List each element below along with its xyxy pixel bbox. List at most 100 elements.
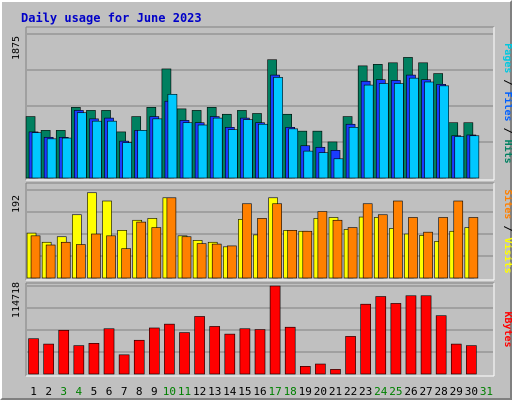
bar-pages-day-26: Pages 26: 1300 bbox=[409, 77, 419, 179]
bar-pages-day-18: Pages 18: 640 bbox=[288, 128, 298, 179]
y-tick-label: 114718 bbox=[11, 282, 22, 318]
bar-sites-day-12: Sites 12: 75 bbox=[196, 243, 207, 279]
x-tick-label-day-9: 9 bbox=[151, 385, 158, 398]
bar-pages-day-29: Pages 29: 540 bbox=[454, 136, 465, 179]
y-tick-label: 192 bbox=[11, 195, 22, 213]
bar-kbytes-day-3: KBytes 3: 57000 bbox=[58, 329, 70, 375]
bar-kbytes-day-21: KBytes 21: 6000 bbox=[330, 369, 341, 375]
legend-visits: Visits bbox=[502, 238, 512, 274]
bar-sites-day-29: Sites 29: 168 bbox=[453, 200, 464, 279]
legend-hits: Hits bbox=[502, 140, 512, 164]
legend-pages: Pages bbox=[502, 43, 512, 73]
legend-: / bbox=[502, 219, 512, 237]
bar-kbytes-day-22: KBytes 22: 49000 bbox=[345, 336, 356, 375]
bar-pages-day-5: Pages 5: 740 bbox=[92, 120, 102, 179]
bar-pages-day-11: Pages 11: 720 bbox=[182, 122, 193, 179]
x-tick-label-day-16: 16 bbox=[253, 385, 266, 398]
bar-sites-day-27: Sites 27: 100 bbox=[423, 231, 433, 279]
bar-pages-day-6: Pages 6: 740 bbox=[107, 120, 117, 179]
bar-sites-day-20: Sites 20: 145 bbox=[317, 211, 328, 279]
bar-pages-day-1: Pages 1: 590 bbox=[31, 132, 42, 179]
legend-: / bbox=[502, 122, 512, 140]
legend-sites: Sites bbox=[502, 189, 512, 219]
x-tick-label-day-30: 30 bbox=[465, 385, 478, 398]
x-tick-label-day-22: 22 bbox=[344, 385, 357, 398]
bar-sites-day-6: Sites 6: 92 bbox=[106, 235, 116, 279]
bar-pages-day-30: Pages 30: 550 bbox=[469, 135, 480, 179]
bar-pages-day-22: Pages 22: 660 bbox=[348, 127, 359, 179]
bar-sites-day-13: Sites 13: 74 bbox=[211, 243, 222, 279]
x-tick-label-day-3: 3 bbox=[60, 385, 67, 398]
x-tick-label-day-31: 31 bbox=[480, 385, 493, 398]
bar-pages-day-24: Pages 24: 1230 bbox=[378, 83, 389, 179]
panel-kbytes: 114718 KBytes KBytes 1: 46000 KBytes 2: 390… bbox=[11, 282, 512, 377]
legend-label: Pages / Files / Hits bbox=[502, 43, 512, 163]
x-tick-label-day-14: 14 bbox=[223, 385, 237, 398]
bar-pages-day-17: Pages 17: 1310 bbox=[273, 77, 283, 179]
bar-sites-day-17: Sites 17: 162 bbox=[272, 203, 282, 279]
bar-kbytes-day-12: KBytes 12: 75000 bbox=[194, 316, 205, 375]
bar-kbytes-day-26: KBytes 26: 102000 bbox=[405, 295, 417, 375]
bar-pages-day-7: Pages 7: 460 bbox=[122, 142, 132, 179]
bar-sites-day-11: Sites 11: 90 bbox=[181, 236, 192, 279]
y-tick-label: 1875 bbox=[11, 36, 22, 60]
bar-pages-day-4: Pages 4: 850 bbox=[77, 112, 87, 179]
bar-sites-day-19: Sites 19: 102 bbox=[302, 230, 313, 279]
bar-pages-day-19: Pages 19: 350 bbox=[303, 150, 314, 179]
x-tick-label-day-27: 27 bbox=[419, 385, 432, 398]
x-tick-label-day-13: 13 bbox=[208, 385, 221, 398]
x-tick-label-day-2: 2 bbox=[45, 385, 52, 398]
bar-kbytes-day-29: KBytes 29: 39000 bbox=[450, 343, 462, 375]
x-tick-label-day-6: 6 bbox=[106, 385, 113, 398]
x-tick-label-day-29: 29 bbox=[450, 385, 463, 398]
bar-kbytes-day-24: KBytes 24: 101000 bbox=[375, 296, 387, 375]
bar-pages-day-16: Pages 16: 700 bbox=[258, 123, 268, 179]
bar-pages-day-9: Pages 9: 770 bbox=[152, 118, 163, 179]
x-tick-label-day-8: 8 bbox=[136, 385, 143, 398]
bar-sites-day-30: Sites 30: 132 bbox=[468, 217, 479, 279]
bar-pages-day-28: Pages 28: 1200 bbox=[439, 85, 449, 179]
legend-: / bbox=[502, 73, 512, 91]
bar-sites-day-18: Sites 18: 104 bbox=[287, 230, 297, 279]
x-tick-label-day-5: 5 bbox=[91, 385, 98, 398]
bar-pages-day-25: Pages 25: 1230 bbox=[394, 83, 404, 179]
legend-label: Sites / Visits bbox=[502, 189, 512, 273]
bar-kbytes-day-9: KBytes 9: 60000 bbox=[149, 327, 160, 375]
bar-pages-day-14: Pages 14: 630 bbox=[228, 129, 238, 179]
bar-sites-day-16: Sites 16: 130 bbox=[257, 218, 267, 279]
x-tick-label-day-4: 4 bbox=[76, 385, 83, 398]
bar-kbytes-day-14: KBytes 14: 52000 bbox=[224, 333, 236, 375]
x-tick-label-day-28: 28 bbox=[435, 385, 448, 398]
bar-pages-day-3: Pages 3: 520 bbox=[61, 137, 72, 179]
x-tick-label-day-18: 18 bbox=[284, 385, 297, 398]
legend-files: Files bbox=[502, 91, 512, 121]
bar-sites-day-14: Sites 14: 70 bbox=[227, 245, 237, 279]
x-tick-label-day-25: 25 bbox=[389, 385, 402, 398]
bar-pages-day-13: Pages 13: 780 bbox=[212, 117, 223, 179]
x-tick-label-day-23: 23 bbox=[359, 385, 372, 398]
bar-kbytes-day-1: KBytes 1: 46000 bbox=[28, 338, 39, 375]
bar-kbytes-day-17: KBytes 17: 114718 bbox=[269, 285, 281, 375]
bar-sites-day-9: Sites 9: 110 bbox=[151, 227, 162, 279]
bar-pages-day-12: Pages 12: 690 bbox=[197, 124, 208, 179]
bar-pages-day-27: Pages 27: 1250 bbox=[424, 81, 434, 179]
bar-sites-day-24: Sites 24: 138 bbox=[377, 214, 388, 279]
bar-pages-day-10: Pages 10: 1090 bbox=[167, 93, 178, 179]
bar-kbytes-day-20: KBytes 20: 13000 bbox=[315, 363, 326, 375]
bar-sites-day-4: Sites 4: 73 bbox=[76, 244, 86, 279]
bar-pages-day-20: Pages 20: 330 bbox=[318, 152, 329, 179]
bar-kbytes-day-16: KBytes 16: 58000 bbox=[254, 329, 266, 375]
bar-kbytes-day-5: KBytes 5: 40000 bbox=[88, 343, 100, 375]
x-tick-label-day-7: 7 bbox=[121, 385, 128, 398]
bar-kbytes-day-25: KBytes 25: 92000 bbox=[390, 303, 402, 375]
legend-kbytes: KBytes bbox=[502, 311, 512, 347]
x-tick-label-day-20: 20 bbox=[314, 385, 327, 398]
legend-label: KBytes bbox=[502, 311, 512, 347]
bar-sites-day-21: Sites 21: 126 bbox=[332, 219, 343, 279]
bar-kbytes-day-28: KBytes 28: 76000 bbox=[435, 315, 447, 375]
bar-pages-day-8: Pages 8: 620 bbox=[137, 130, 148, 179]
x-tick-label-day-11: 11 bbox=[178, 385, 191, 398]
bar-kbytes-day-27: KBytes 27: 102000 bbox=[420, 295, 432, 375]
